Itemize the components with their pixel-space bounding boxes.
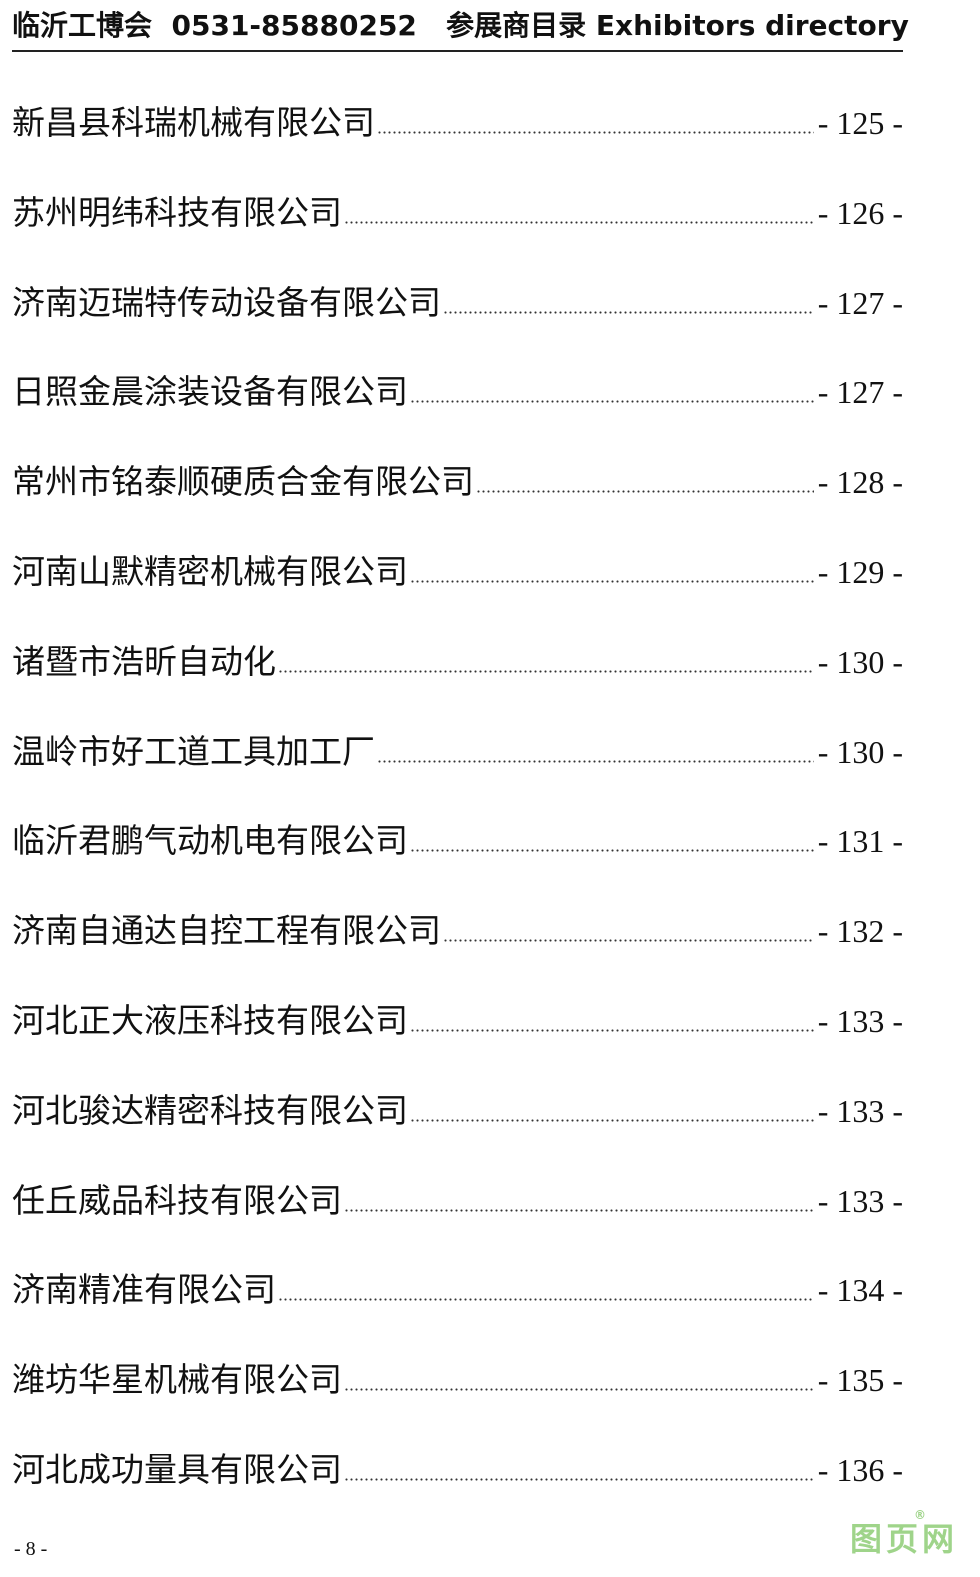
toc-entry: 河北成功量具有限公司 - 136 - bbox=[12, 1443, 903, 1533]
page-ref: - 133 - bbox=[817, 1092, 903, 1129]
dot-leader bbox=[410, 1028, 814, 1032]
dot-leader bbox=[278, 1298, 814, 1302]
dot-leader bbox=[377, 131, 814, 134]
watermark: 图页网 ® bbox=[850, 1508, 959, 1560]
watermark-mark: ® bbox=[914, 1508, 930, 1522]
toc-entry: 常州市铭泰顺硬质合金有限公司 - 128 - bbox=[12, 455, 903, 545]
dot-leader bbox=[410, 579, 814, 583]
header-title: 临沂工博会 0531-85880252 参展商目录 Exhibitors dir… bbox=[12, 6, 909, 52]
page-ref: - 133 - bbox=[817, 1182, 903, 1219]
page-ref: - 136 - bbox=[817, 1451, 903, 1488]
dot-leader bbox=[443, 939, 814, 943]
exhibitor-name: 临沂君鹏气动机电有限公司 bbox=[12, 821, 408, 861]
page-ref: - 130 - bbox=[817, 733, 903, 770]
toc-entry: 日照金晨涂装设备有限公司 - 127 - bbox=[12, 365, 903, 455]
page-ref: - 127 - bbox=[817, 284, 903, 321]
entry-list: 新昌县科瑞机械有限公司 - 125 - 苏州明纬科技有限公司 - 126 - 济南迈瑞特… bbox=[12, 96, 903, 1533]
page-ref: - 134 - bbox=[817, 1272, 903, 1309]
exhibitor-name: 常州市铭泰顺硬质合金有限公司 bbox=[12, 462, 474, 502]
toc-entry: 新昌县科瑞机械有限公司 - 125 - bbox=[12, 96, 903, 186]
toc-entry: 河北正大液压科技有限公司 - 133 - bbox=[12, 994, 903, 1084]
exhibitor-name: 河北成功量具有限公司 bbox=[12, 1449, 342, 1489]
page-number: - 8 - bbox=[14, 1538, 48, 1560]
toc-entry: 河南山默精密机械有限公司 - 129 - bbox=[12, 545, 903, 635]
exhibitor-name: 河北骏达精密科技有限公司 bbox=[12, 1090, 408, 1130]
page-ref: - 132 - bbox=[817, 913, 903, 950]
toc-entry: 苏州明纬科技有限公司 - 126 - bbox=[12, 186, 903, 276]
exhibitor-name: 新昌县科瑞机械有限公司 bbox=[12, 103, 375, 142]
toc-entry: 临沂君鹏气动机电有限公司 - 131 - bbox=[12, 814, 903, 904]
page-ref: - 127 - bbox=[817, 374, 903, 411]
dot-leader bbox=[344, 220, 814, 224]
exhibitor-name: 温岭市好工道工具加工厂 bbox=[12, 731, 375, 771]
toc-entry: 潍坊华星机械有限公司 - 135 - bbox=[12, 1353, 903, 1443]
exhibitor-name: 日照金晨涂装设备有限公司 bbox=[12, 372, 408, 412]
dot-leader bbox=[410, 849, 814, 853]
exhibitor-name: 任丘威品科技有限公司 bbox=[12, 1180, 342, 1220]
page-ref: - 126 - bbox=[817, 194, 903, 231]
page-ref: - 125 - bbox=[817, 105, 903, 141]
page-ref: - 135 - bbox=[817, 1362, 903, 1399]
page-ref: - 128 - bbox=[817, 464, 903, 501]
dot-leader bbox=[377, 759, 814, 763]
exhibitor-name: 济南自通达自控工程有限公司 bbox=[12, 911, 441, 951]
watermark-text: 图页网 bbox=[850, 1520, 959, 1558]
page-ref: - 130 - bbox=[817, 643, 903, 680]
toc-entry: 河北骏达精密科技有限公司 - 133 - bbox=[12, 1084, 903, 1174]
page-ref: - 133 - bbox=[817, 1002, 903, 1039]
dot-leader bbox=[278, 669, 814, 673]
dot-leader bbox=[443, 310, 814, 314]
toc-entry: 任丘威品科技有限公司 - 133 - bbox=[12, 1174, 903, 1264]
toc-entry: 诸暨市浩昕自动化 - 130 - bbox=[12, 635, 903, 725]
toc-entry: 济南迈瑞特传动设备有限公司 - 127 - bbox=[12, 276, 903, 366]
toc-entry: 济南精准有限公司 - 134 - bbox=[12, 1263, 903, 1353]
exhibitor-name: 苏州明纬科技有限公司 bbox=[12, 192, 342, 232]
page-ref: - 131 - bbox=[817, 823, 903, 860]
dot-leader bbox=[410, 400, 814, 404]
dot-leader bbox=[344, 1477, 814, 1481]
exhibitor-name: 诸暨市浩昕自动化 bbox=[12, 641, 276, 681]
dot-leader bbox=[410, 1118, 814, 1122]
exhibitor-name: 河北正大液压科技有限公司 bbox=[12, 1000, 408, 1040]
exhibitor-name: 济南迈瑞特传动设备有限公司 bbox=[12, 282, 441, 322]
dot-leader bbox=[476, 490, 814, 494]
page-ref: - 129 - bbox=[817, 553, 903, 590]
toc-entry: 济南自通达自控工程有限公司 - 132 - bbox=[12, 904, 903, 994]
dot-leader bbox=[344, 1208, 814, 1212]
exhibitor-name: 济南精准有限公司 bbox=[12, 1270, 276, 1310]
exhibitor-name: 河南山默精密机械有限公司 bbox=[12, 551, 408, 591]
dot-leader bbox=[344, 1388, 814, 1392]
toc-entry: 温岭市好工道工具加工厂 - 130 - bbox=[12, 725, 903, 815]
exhibitor-name: 潍坊华星机械有限公司 bbox=[12, 1360, 342, 1400]
